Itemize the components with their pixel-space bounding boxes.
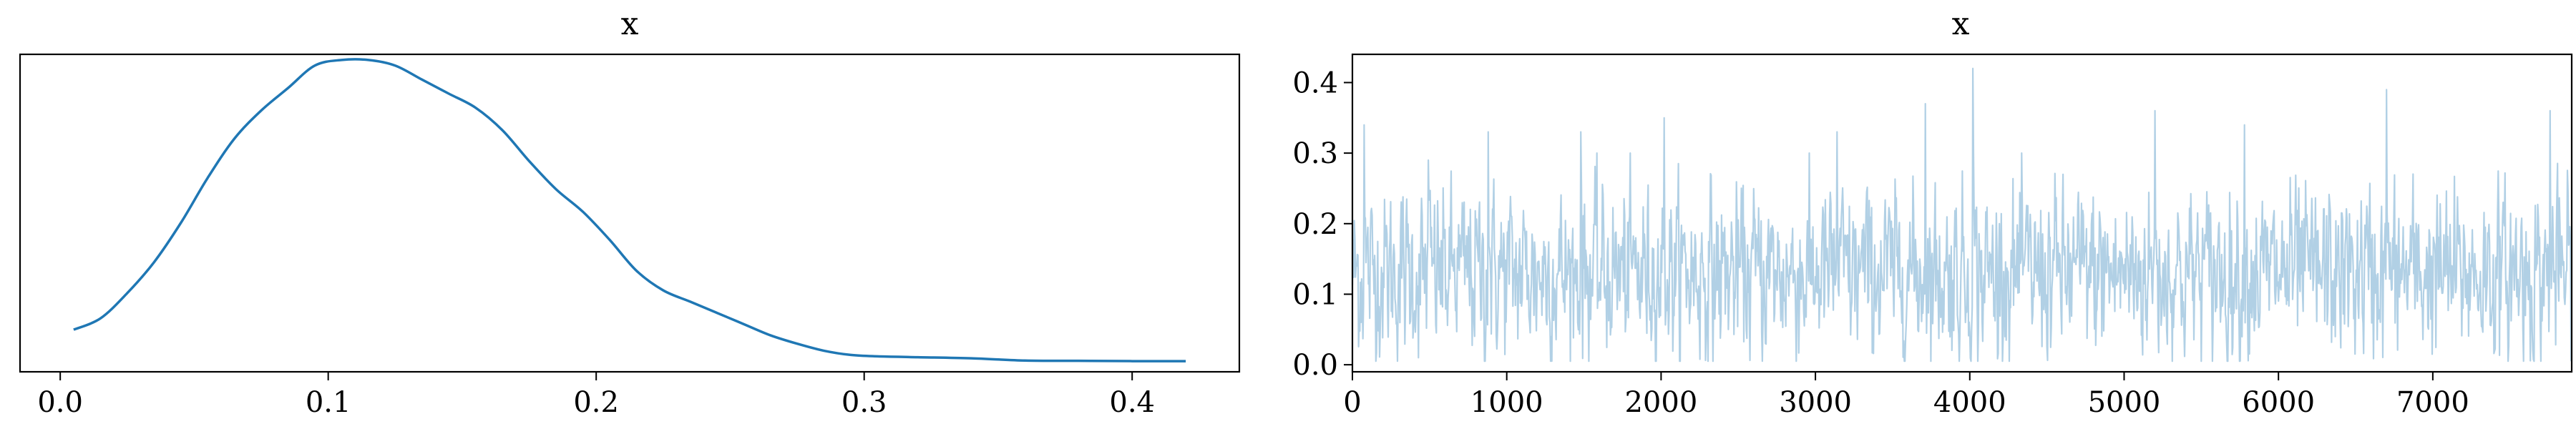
density-title: x: [621, 6, 639, 42]
density-x-axis: 0.0 0.1 0.2 0.3 0.4: [37, 372, 1155, 419]
trace-y-axis: 0.0 0.1 0.2 0.3 0.4: [1292, 66, 1352, 382]
trace-x-axis: 0 1000 2000 3000 4000 5000 6000 7000: [1343, 372, 2469, 419]
density-x-tick-label: 0.1: [306, 386, 351, 419]
trace-y-tick-label: 0.3: [1292, 137, 1338, 170]
trace-y-tick-label: 0.4: [1292, 66, 1338, 99]
trace-x-tick-label: 3000: [1779, 386, 1852, 419]
trace-x-tick-label: 7000: [2396, 386, 2469, 419]
trace-x-tick-label: 1000: [1470, 386, 1543, 419]
trace-panel: x 0 1000 2000 3000 4000 5000 6000 7000 0.00.10.…: [1292, 6, 2573, 419]
density-panel: x 0.0 0.1 0.2 0.3 0.4: [19, 6, 1241, 419]
density-curve: [73, 58, 1186, 363]
trace-x-tick-label: 6000: [2242, 386, 2315, 419]
trace-title: x: [1952, 6, 1970, 42]
trace-axes-frame: [1351, 53, 2573, 373]
density-x-tick-label: 0.3: [841, 386, 887, 419]
trace-x-tick-label: 5000: [2088, 386, 2161, 419]
density-x-tick-label: 0.2: [573, 386, 619, 419]
trace-y-tick-label: 0.1: [1292, 278, 1338, 311]
trace-x-tick-label: 0: [1343, 386, 1361, 419]
density-axes-frame: [19, 53, 1241, 373]
trace-x-tick-label: 4000: [1933, 386, 2006, 419]
trace-series: [1351, 67, 2572, 363]
trace-y-tick-label: 0.0: [1292, 349, 1338, 382]
trace-x-tick-label: 2000: [1624, 386, 1697, 419]
trace-y-tick-label: 0.2: [1292, 208, 1338, 241]
density-x-tick-label: 0.4: [1109, 386, 1155, 419]
density-x-tick-label: 0.0: [37, 386, 83, 419]
